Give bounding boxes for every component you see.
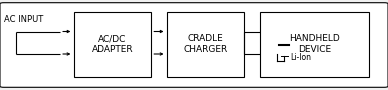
Text: AC INPUT: AC INPUT xyxy=(4,15,43,24)
Text: CRADLE
CHARGER: CRADLE CHARGER xyxy=(184,34,228,54)
FancyBboxPatch shape xyxy=(260,12,369,76)
FancyBboxPatch shape xyxy=(0,3,388,87)
Text: AC/DC
ADAPTER: AC/DC ADAPTER xyxy=(92,34,133,54)
Text: Li-Ion: Li-Ion xyxy=(290,53,311,62)
Text: HANDHELD
DEVICE: HANDHELD DEVICE xyxy=(289,34,340,54)
FancyBboxPatch shape xyxy=(74,12,151,76)
FancyBboxPatch shape xyxy=(167,12,244,76)
